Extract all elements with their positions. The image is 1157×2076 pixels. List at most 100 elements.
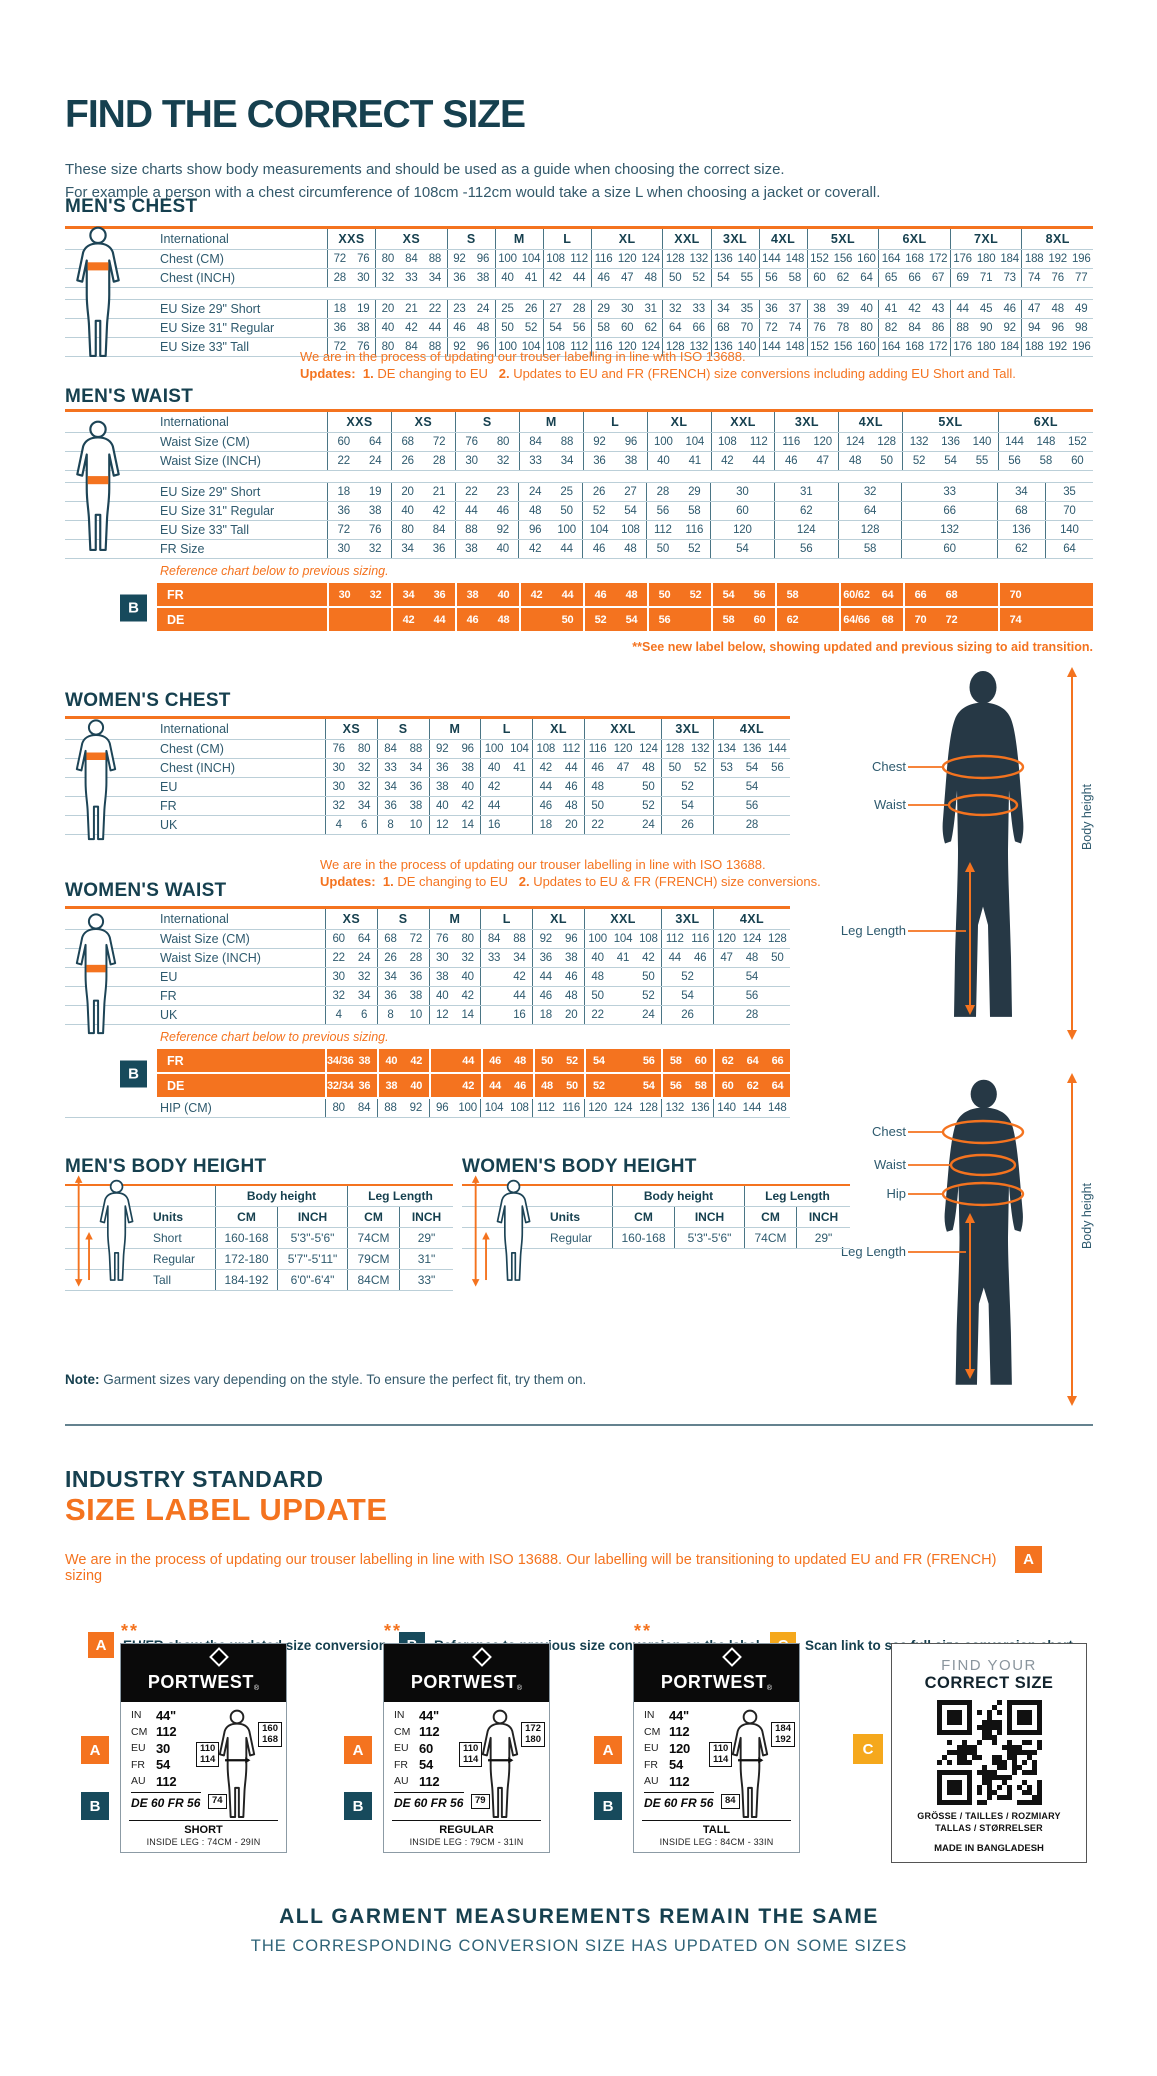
intro-line-2: For example a person with a chest circum… bbox=[65, 184, 881, 201]
row-label: Waist Size (INCH) bbox=[160, 951, 261, 965]
size-group-cell: 108 112 bbox=[542, 250, 591, 268]
cell-value: 44 bbox=[561, 588, 574, 601]
size-group-cell: 48 50 bbox=[838, 452, 902, 470]
cell-value: 32 bbox=[369, 588, 382, 601]
registered-mark: ® bbox=[766, 1685, 773, 1692]
cell-value: 128 bbox=[665, 341, 685, 353]
cell-value: 116 bbox=[782, 436, 801, 448]
size-group-cell: 54 bbox=[661, 797, 713, 815]
cell-value: 52 bbox=[693, 762, 707, 774]
size-group-cell: 8 10 bbox=[376, 1006, 429, 1024]
size-header: 6XL bbox=[878, 229, 950, 249]
cell-value: 28 bbox=[572, 303, 586, 315]
table-section: FR 30 32 34 36 38 40 42 44 46 48 50 52 54 56 58 60/62 64 6… bbox=[120, 583, 1093, 633]
cell-value: 60 bbox=[332, 933, 345, 945]
cell-value: 50 bbox=[541, 1054, 553, 1067]
size-group-cell: 54 bbox=[709, 540, 774, 558]
cell-value: 120 bbox=[617, 253, 637, 265]
size-group-cell: 54 56 bbox=[584, 1049, 661, 1072]
womens-body-height-table: Body height Leg Length Units CM INCH CM INCH Re… bbox=[462, 1175, 850, 1287]
size-header: 7XL bbox=[949, 229, 1022, 249]
size-group-cell: 32 bbox=[837, 483, 902, 501]
cell-value: 45 bbox=[979, 303, 993, 315]
cell-value: 120 bbox=[813, 436, 832, 448]
size-group-cell: 124 128 bbox=[838, 433, 902, 451]
size-group-cell: 23 24 bbox=[446, 300, 495, 318]
cell-value: 52 bbox=[524, 322, 538, 334]
cell-value: 152 bbox=[810, 341, 829, 353]
measurement-value: 54 bbox=[419, 1757, 434, 1773]
cell-value: 56 bbox=[669, 1079, 682, 1092]
size-group-cell: 42 44 bbox=[532, 759, 584, 777]
cell-value: 46 bbox=[565, 781, 578, 793]
womens-waist-heading: WOMEN'S WAIST bbox=[65, 880, 227, 901]
cell-value: 24 bbox=[642, 819, 655, 831]
cell-value: 38 bbox=[385, 1079, 398, 1092]
size-group-cell: 30 32 bbox=[454, 452, 519, 470]
size-header: 4XL bbox=[838, 412, 902, 432]
cell-value: 84 bbox=[357, 1102, 371, 1114]
cell-value: 62 bbox=[746, 1079, 759, 1092]
size-group-cell: 176 180 184 bbox=[949, 250, 1022, 268]
cell-value: 54 bbox=[642, 1079, 655, 1092]
cell-value: 104 bbox=[589, 524, 609, 536]
row-label: Waist Size (INCH) bbox=[160, 454, 261, 468]
cell-value: 40 bbox=[401, 505, 414, 517]
size-group-cell: 28 29 bbox=[646, 483, 710, 501]
size-group-cell: 36 38 bbox=[446, 269, 495, 287]
size-header: 4XL bbox=[712, 909, 790, 929]
badge-a: A bbox=[88, 1632, 114, 1658]
stars-marker: ** bbox=[384, 1621, 403, 1641]
size-group-cell: 120 124 128 bbox=[583, 1099, 661, 1117]
cell-value: 41 bbox=[513, 762, 526, 774]
size-group-cell: 46 48 bbox=[446, 319, 495, 337]
size-group-cell: 132 136 bbox=[661, 1099, 713, 1117]
cell-value: 38 bbox=[624, 455, 638, 467]
cell-value: 48 bbox=[624, 543, 637, 555]
cell-value: 28 bbox=[409, 952, 423, 964]
cell-value: 30 bbox=[332, 971, 345, 983]
cell-value: 60 bbox=[813, 272, 826, 284]
size-group-cell: 88 92 bbox=[454, 521, 519, 539]
size-group-cell: 72 74 bbox=[758, 319, 807, 337]
brand-name: PORTWEST bbox=[410, 1672, 517, 1692]
size-group-cell: 40 41 42 bbox=[583, 949, 661, 967]
cell-value: 6 bbox=[360, 1009, 368, 1021]
footer-line-1: ALL GARMENT MEASUREMENTS REMAIN THE SAME bbox=[279, 1905, 879, 1928]
size-header: XXL bbox=[583, 719, 661, 739]
leg-length-label: Leg Length bbox=[840, 1244, 906, 1259]
cell-value: 74 bbox=[788, 322, 802, 334]
cell-value: 38 bbox=[813, 303, 826, 315]
portwest-diamond-icon bbox=[208, 1647, 229, 1667]
table-section: EU Size 29" Short 18 19 20 21 22 23 24 25 26 27 28 2… bbox=[65, 299, 1093, 357]
cell-value: 36 bbox=[333, 322, 347, 334]
cell-value: 31 bbox=[644, 303, 657, 315]
inseam-size-box: 79 bbox=[471, 1794, 490, 1809]
size-header: M bbox=[494, 229, 543, 249]
cell-value: 30 bbox=[357, 272, 370, 284]
cell-value: 40 bbox=[461, 971, 474, 983]
cell-value: 100 bbox=[484, 743, 504, 755]
row-label: DE bbox=[167, 1078, 185, 1093]
measurement-row: IN 44" bbox=[394, 1707, 464, 1724]
cell-value: 34 bbox=[357, 990, 371, 1002]
cell-value: 120 bbox=[588, 1102, 607, 1114]
measurement-unit: IN bbox=[131, 1709, 142, 1722]
measurement-value: 30 bbox=[156, 1740, 171, 1756]
measurement-unit: FR bbox=[131, 1758, 145, 1771]
cell-value: 42 bbox=[513, 971, 526, 983]
cell-value: 38 bbox=[368, 505, 382, 517]
units-label: Units bbox=[153, 1210, 183, 1224]
cell-value: 46 bbox=[489, 1054, 502, 1067]
cell-value: 120 bbox=[717, 933, 736, 945]
cell-value: 88 bbox=[409, 743, 423, 755]
size-group-cell: 34/36 38 bbox=[325, 1049, 377, 1072]
cell-value: 88 bbox=[465, 524, 478, 536]
cell-value: 84 bbox=[432, 524, 446, 536]
cell-value: 64 bbox=[863, 505, 877, 517]
female-silhouette-annotated bbox=[908, 1073, 1077, 1406]
size-group-cell: 46 48 bbox=[582, 540, 646, 558]
cell-value: 26 bbox=[384, 952, 397, 964]
cell-value: 134 bbox=[717, 743, 736, 755]
size-group-cell: 76 80 bbox=[454, 433, 519, 451]
